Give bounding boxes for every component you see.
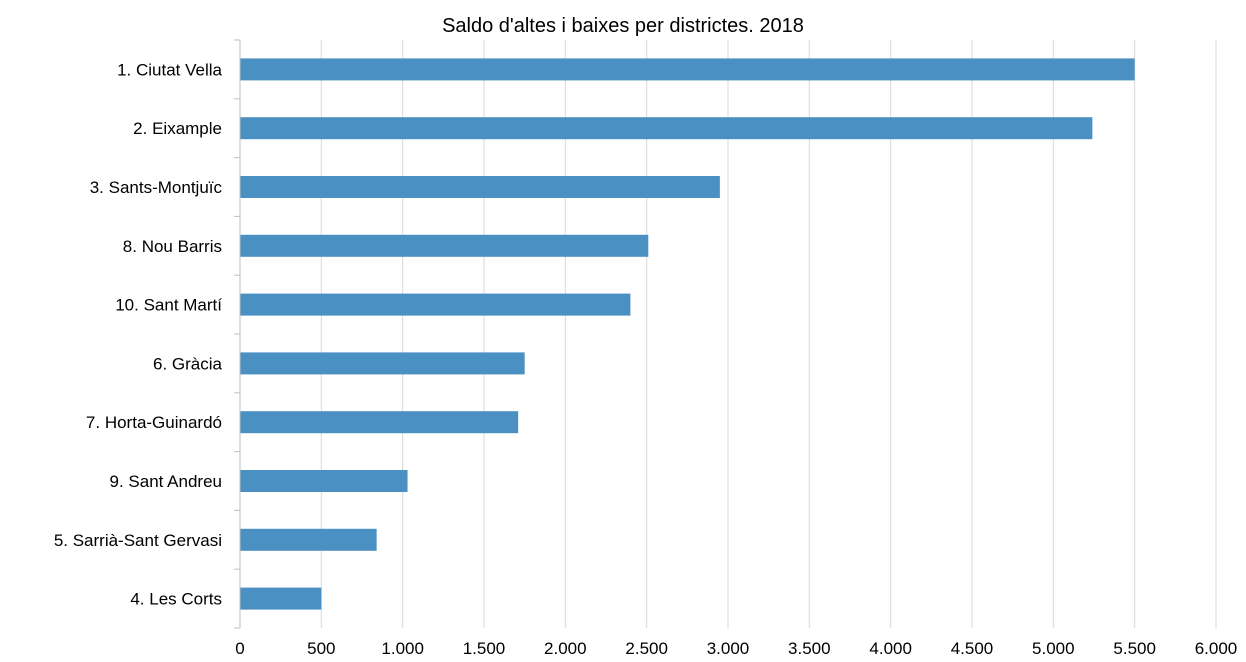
- bar: [240, 176, 720, 198]
- x-tick-label: 500: [307, 639, 335, 658]
- x-tick-label: 5.000: [1032, 639, 1075, 658]
- category-label: 1. Ciutat Vella: [117, 60, 222, 79]
- x-tick-labels: 0 500 1.000 1.500 2.000 2.500 3.000 3.500 4.000 4…: [235, 639, 1237, 658]
- x-tick-label: 4.000: [869, 639, 912, 658]
- category-label: 4. Les Corts: [130, 590, 222, 609]
- category-label: 3. Sants-Montjuïc: [90, 178, 223, 197]
- x-tick-label: 3.500: [788, 639, 831, 658]
- axes: [234, 39, 241, 629]
- x-tick-label: 2.500: [625, 639, 668, 658]
- x-tick-label: 1.500: [463, 639, 506, 658]
- x-tick-label: 3.000: [707, 639, 750, 658]
- bar: [240, 411, 519, 434]
- x-tick-label: 1.000: [381, 639, 424, 658]
- category-labels: 1. Ciutat Vella 2. Eixample 3. Sants-Montj…: [54, 60, 223, 608]
- bar: [240, 293, 631, 316]
- x-tick-label: 0: [235, 639, 244, 658]
- bar: [240, 58, 1135, 81]
- bar: [240, 352, 525, 375]
- bar: [240, 528, 377, 551]
- chart-title: Saldo d'altes i baixes per districtes. 2…: [442, 15, 804, 37]
- x-tick-label: 6.000: [1195, 639, 1238, 658]
- bars: [240, 58, 1135, 610]
- bar: [240, 234, 649, 257]
- category-label: 9. Sant Andreu: [110, 472, 222, 491]
- x-tick-label: 4.500: [951, 639, 994, 658]
- category-label: 2. Eixample: [133, 119, 222, 138]
- bar: [240, 117, 1093, 140]
- category-label: 8. Nou Barris: [123, 237, 222, 256]
- category-label: 6. Gràcia: [153, 354, 223, 373]
- bar: [240, 587, 322, 610]
- category-label: 10. Sant Martí: [115, 296, 222, 315]
- x-tick-label: 2.000: [544, 639, 587, 658]
- category-label: 7. Horta-Guinardó: [86, 413, 222, 432]
- category-label: 5. Sarrià-Sant Gervasi: [54, 531, 222, 550]
- bar: [240, 470, 408, 492]
- x-tick-label: 5.500: [1113, 639, 1156, 658]
